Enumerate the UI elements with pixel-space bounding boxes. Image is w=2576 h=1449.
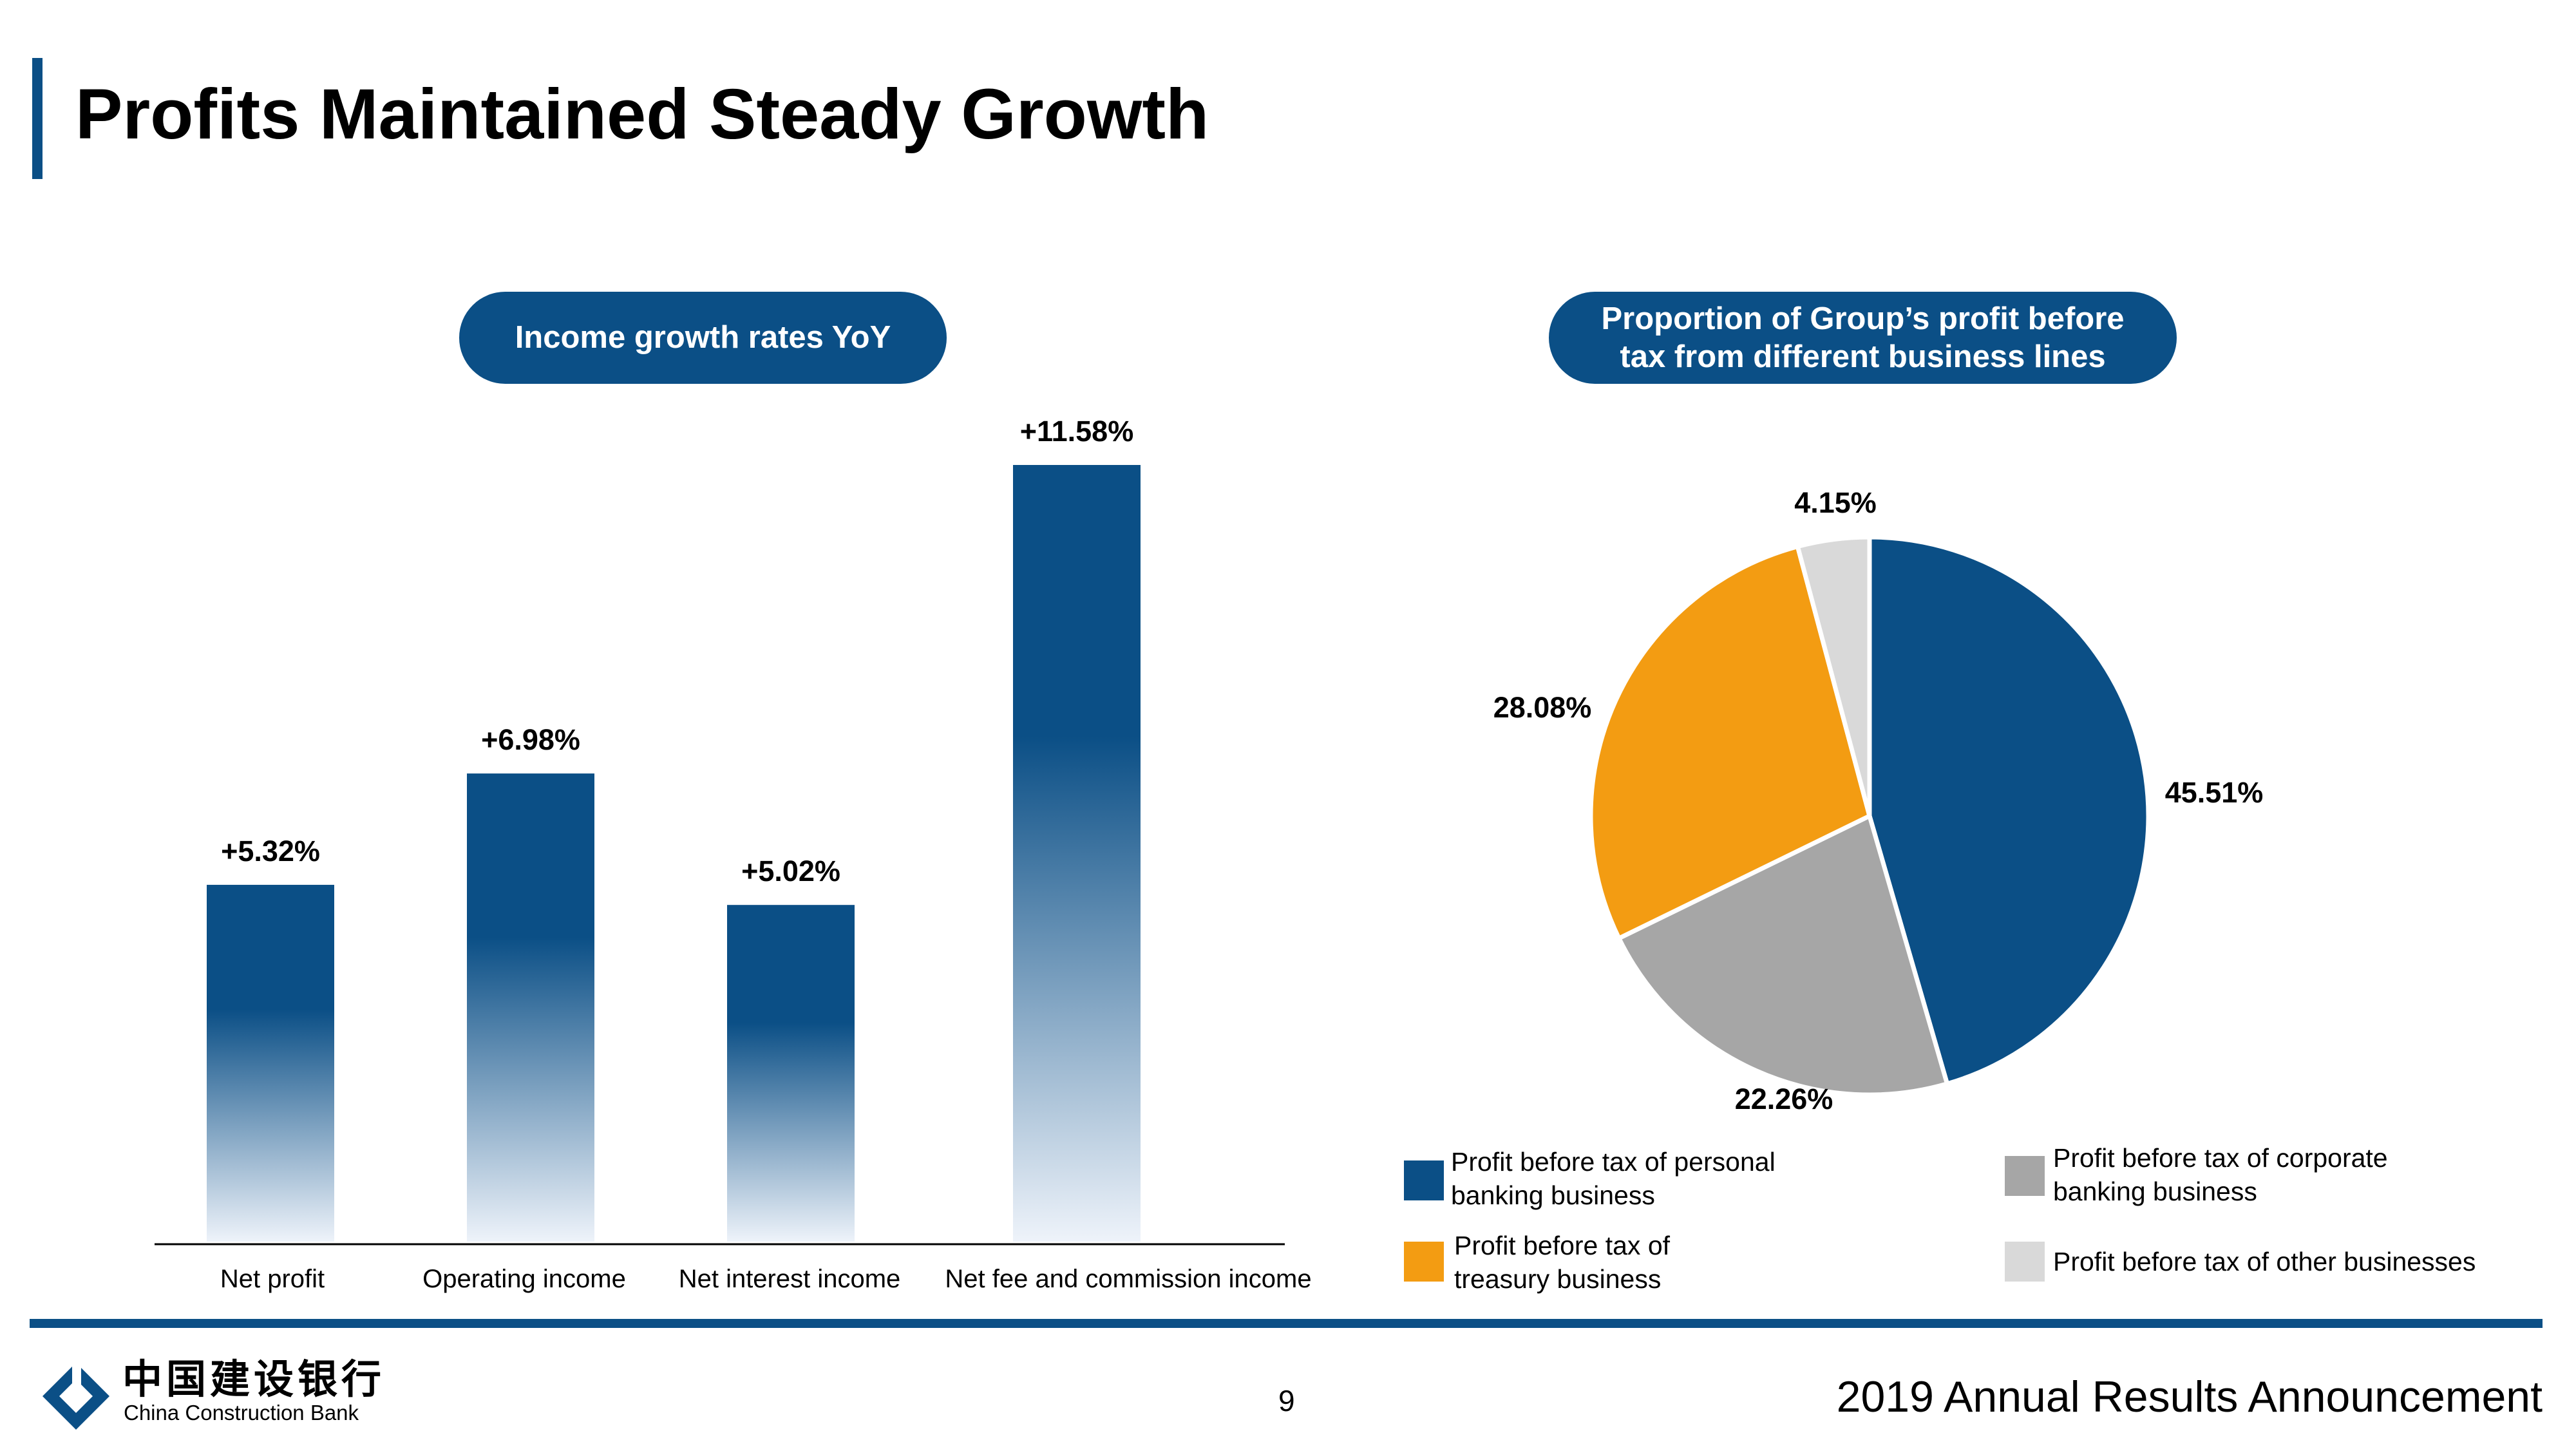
- bar-3: [1013, 465, 1141, 1242]
- bar-chart-title: Income growth rates YoY: [459, 292, 947, 384]
- bar-0: [207, 884, 334, 1242]
- legend-swatch-other: [2005, 1242, 2045, 1282]
- bar-value-label-1: +6.98%: [481, 723, 580, 756]
- legend-swatch-treasury: [1404, 1242, 1444, 1282]
- pie-slice-1: [1616, 813, 1950, 1097]
- pie-value-label-0: 45.51%: [2165, 776, 2264, 809]
- bar-1: [467, 773, 594, 1242]
- legend-swatch-personal: [1404, 1160, 1444, 1200]
- pie-chart: 45.51% 22.26% 28.08% 4.15%: [1493, 486, 2264, 1115]
- page-title: Profits Maintained Steady Growth: [75, 75, 1209, 154]
- bar-value-label-3: +11.58%: [1020, 415, 1133, 448]
- legend-item-other: Profit before tax of other businesses: [2053, 1247, 2476, 1276]
- title-accent-bar: [32, 58, 43, 179]
- pie-value-label-1: 22.26%: [1735, 1083, 1833, 1115]
- legend-swatch-corporate: [2005, 1156, 2045, 1196]
- bar-value-label-0: +5.32%: [221, 835, 320, 867]
- bar-2: [727, 905, 855, 1242]
- ccb-logo-icon: [40, 1360, 112, 1435]
- bar-value-label-2: +5.02%: [741, 855, 840, 887]
- bar-category-label-2: Net interest income: [679, 1265, 901, 1293]
- footer-divider: [30, 1319, 2543, 1328]
- pie-chart-title: Proportion of Group’s profit before tax …: [1549, 292, 2177, 384]
- pie-value-label-2: 28.08%: [1493, 691, 1592, 724]
- legend-item-corporate: Profit before tax of corporate banking b…: [2053, 1143, 2388, 1206]
- bar-category-label-3: Net fee and commission income: [945, 1265, 1311, 1293]
- pie-value-label-3: 4.15%: [1794, 486, 1877, 519]
- pie-slice-3: [1795, 535, 1872, 819]
- page-number: 9: [1278, 1384, 1295, 1417]
- pie-slice-0: [1867, 535, 2151, 1086]
- logo-text-cn: 中国建设银行: [122, 1358, 386, 1402]
- legend-item-personal: Profit before tax of personal banking bu…: [1451, 1147, 1776, 1210]
- pie-slice-2: [1588, 544, 1872, 941]
- bar-category-label-0: Net profit: [220, 1265, 325, 1293]
- legend-item-treasury: Profit before tax of treasury business: [1454, 1231, 1671, 1294]
- bar-chart: +5.32% Net profit +6.98% Operating income +5…: [155, 415, 1312, 1293]
- bar-category-label-1: Operating income: [422, 1265, 626, 1293]
- footer-announcement: 2019 Annual Results Announcement: [1836, 1372, 2543, 1421]
- logo-text-en: China Construction Bank: [124, 1401, 359, 1425]
